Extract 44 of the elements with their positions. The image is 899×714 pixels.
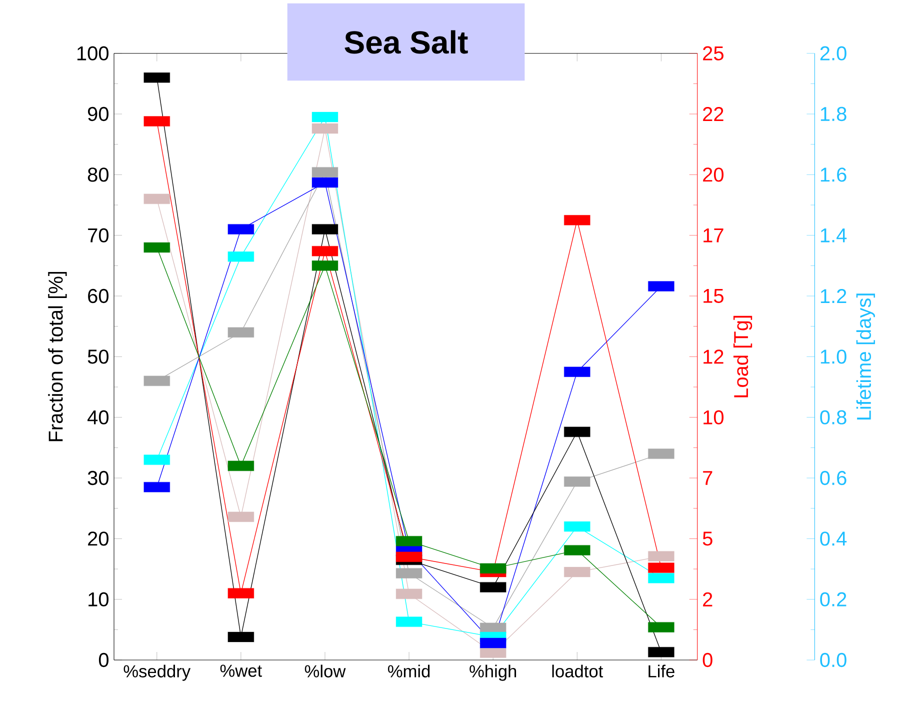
y2-tick-label: 5 <box>702 532 712 546</box>
x-tick-label: %seddry <box>124 664 191 681</box>
y3-tick-label: 0.2 <box>820 592 846 606</box>
y3-tick-label: 1.6 <box>820 168 846 182</box>
y-tick-label: 10 <box>88 592 108 606</box>
y-tick-label: 50 <box>88 350 108 364</box>
y2-tick-label: 15 <box>704 289 724 303</box>
x-tick-label: Life <box>648 664 674 678</box>
y2-tick-label: 12 <box>704 350 724 364</box>
y3-tick-label: 2.0 <box>820 46 846 60</box>
y3-tick-label: 0.6 <box>820 470 846 486</box>
y-tick-label: 80 <box>88 168 108 182</box>
y2-tick-label: 17 <box>704 228 724 242</box>
y3-tick-label: 0.0 <box>820 652 846 668</box>
y3-axis-title: Lifetime [days] <box>856 294 875 420</box>
y2-tick-label: 25 <box>703 46 724 60</box>
y3-tick-label: 1.0 <box>820 350 846 364</box>
chart-title: Sea Salt <box>344 30 468 54</box>
y2-tick-label: 7 <box>703 471 712 485</box>
y-axis-title: Fraction of total [%] <box>48 272 67 442</box>
y2-tick-label: 20 <box>703 168 724 182</box>
y2-tick-label: 2 <box>703 592 712 606</box>
x-tick-label: %low <box>304 664 346 678</box>
x-tick-label: %high <box>470 664 516 681</box>
x-tick-label: loadtot <box>552 664 604 678</box>
y-tick-label: 70 <box>88 228 108 242</box>
y-tick-label: 40 <box>88 410 108 424</box>
y-tick-label: 100 <box>77 46 108 60</box>
y3-tick-label: 1.2 <box>820 289 846 303</box>
y3-tick-label: 0.4 <box>820 532 847 546</box>
y-tick-label: 30 <box>88 470 108 486</box>
y3-tick-label: 1.4 <box>820 228 847 242</box>
y3-tick-label: 1.8 <box>820 106 846 122</box>
y-tick-label: 20 <box>88 532 108 546</box>
y3-tick-label: 0.8 <box>820 410 846 424</box>
y2-tick-label: 22 <box>703 107 724 121</box>
y-tick-label: 0 <box>98 652 108 668</box>
y-tick-label: 90 <box>88 106 108 122</box>
x-tick-label: %wet <box>220 664 262 677</box>
y2-tick-label: 0 <box>702 652 712 668</box>
y2-tick-label: 10 <box>704 410 724 424</box>
y2-axis-title: Load [Tg] <box>733 316 752 398</box>
y-tick-label: 60 <box>88 288 108 304</box>
x-tick-label: %mid <box>388 664 430 678</box>
